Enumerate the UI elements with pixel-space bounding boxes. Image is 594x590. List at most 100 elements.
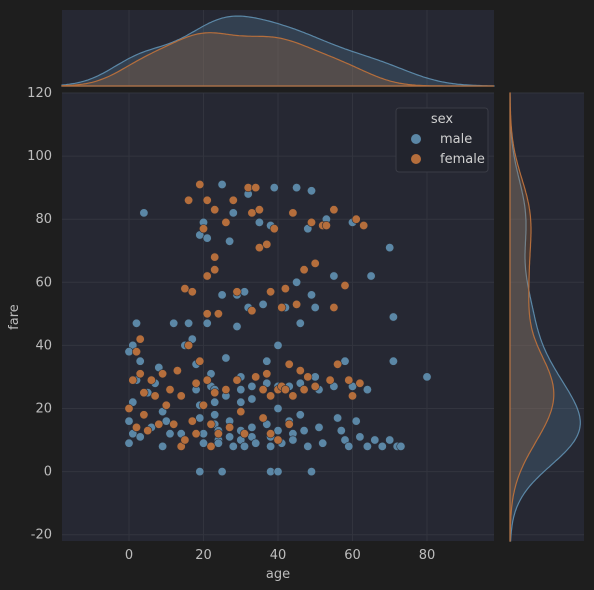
data-point-female (273, 435, 283, 445)
data-point-female (347, 391, 357, 401)
data-point-male (199, 438, 209, 448)
data-point-female (139, 388, 149, 398)
data-point-female (146, 375, 156, 385)
data-point-female (191, 429, 201, 439)
data-point-male (232, 321, 242, 331)
right-marginal-kde (509, 92, 584, 542)
data-point-female (262, 239, 272, 249)
y-tick-label: -20 (31, 528, 52, 543)
data-point-female (277, 302, 287, 312)
data-point-male (344, 441, 354, 451)
data-point-male (329, 271, 339, 281)
legend-label-female: female (440, 152, 485, 167)
data-point-male (236, 397, 246, 407)
data-point-male (362, 385, 372, 395)
data-point-male (295, 410, 305, 420)
data-point-male (310, 302, 320, 312)
data-point-male (306, 186, 316, 196)
data-point-female (251, 183, 261, 193)
data-point-male (202, 318, 212, 328)
data-point-female (180, 284, 190, 294)
data-point-male (262, 356, 272, 366)
legend-marker-male (411, 134, 421, 144)
data-point-male (388, 356, 398, 366)
data-point-female (202, 271, 212, 281)
data-point-female (303, 372, 313, 382)
data-point-male (422, 372, 432, 382)
y-tick-label: 120 (27, 86, 52, 101)
data-point-female (288, 391, 298, 401)
data-point-female (329, 302, 339, 312)
data-point-female (359, 221, 369, 231)
data-point-male (258, 299, 268, 309)
data-point-male (333, 413, 343, 423)
y-tick-label: 0 (44, 465, 52, 480)
data-point-female (187, 416, 197, 426)
data-point-male (213, 438, 223, 448)
data-point-male (318, 438, 328, 448)
data-point-female (213, 309, 223, 319)
y-axis-label: fare (7, 304, 22, 330)
data-point-female (135, 369, 145, 379)
data-point-female (292, 299, 302, 309)
data-point-male (217, 180, 227, 190)
kde-age-female (61, 32, 494, 87)
data-point-male (202, 233, 212, 243)
data-point-female (310, 258, 320, 268)
x-tick-label: 40 (270, 548, 287, 563)
data-point-male (247, 381, 257, 391)
data-point-female (247, 208, 257, 218)
data-point-female (165, 385, 175, 395)
y-tick-label: 40 (35, 338, 52, 353)
data-point-male (251, 438, 261, 448)
x-axis-label: age (266, 567, 290, 582)
data-point-female (266, 391, 276, 401)
y-tick-label: 80 (35, 212, 52, 227)
data-point-male (351, 416, 361, 426)
data-point-male (254, 217, 264, 227)
data-point-female (210, 388, 220, 398)
data-point-female (202, 375, 212, 385)
data-point-female (191, 378, 201, 388)
data-point-female (135, 334, 145, 344)
data-point-female (187, 287, 197, 297)
data-point-female (325, 375, 335, 385)
kde-fare-female (509, 92, 555, 542)
data-point-female (210, 265, 220, 275)
data-point-female (266, 287, 276, 297)
data-point-female (132, 422, 142, 432)
data-point-male (228, 441, 238, 451)
data-point-male (247, 394, 257, 404)
data-point-male (303, 441, 313, 451)
data-point-female (269, 224, 279, 234)
legend: sex male female (395, 107, 489, 173)
data-point-female (202, 195, 212, 205)
data-point-female (333, 359, 343, 369)
data-point-male (388, 312, 398, 322)
data-point-male (396, 441, 406, 451)
data-point-male (225, 432, 235, 442)
data-point-female (284, 359, 294, 369)
data-point-female (351, 214, 361, 224)
data-point-female (232, 287, 242, 297)
kde-age-male (61, 15, 495, 87)
scatter-panel: 0 20 40 60 80 -20 0 20 40 60 80 100 120 age fare (7, 86, 494, 582)
data-point-male (362, 441, 372, 451)
data-point-female (169, 419, 179, 429)
data-point-male (336, 426, 346, 436)
data-point-female (306, 217, 316, 227)
data-point-female (280, 385, 290, 395)
data-point-female (124, 403, 134, 413)
data-point-male (139, 208, 149, 218)
data-point-female (310, 381, 320, 391)
data-point-male (370, 435, 380, 445)
series-female (124, 180, 369, 451)
data-point-male (295, 318, 305, 328)
data-point-female (184, 195, 194, 205)
data-point-male (165, 429, 175, 439)
data-point-female (236, 407, 246, 417)
data-point-male (195, 467, 205, 477)
data-point-male (385, 243, 395, 253)
data-point-male (210, 397, 220, 407)
